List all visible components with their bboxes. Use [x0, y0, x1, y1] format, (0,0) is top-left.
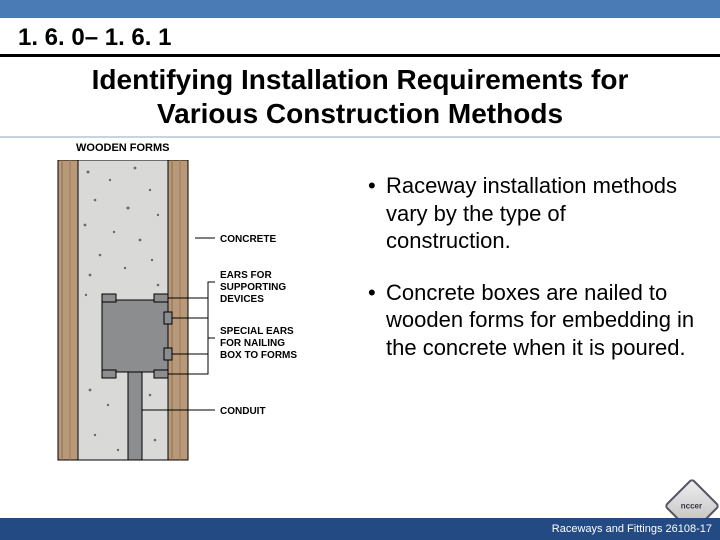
bullet-item: •Raceway installation methods vary by th…	[368, 172, 696, 255]
section-number: 1. 6. 0– 1. 6. 1	[0, 18, 720, 54]
title-line-1: Identifying Installation Requirements fo…	[92, 64, 629, 95]
label-special-2: FOR NAILING	[220, 338, 285, 349]
label-conduit: CONDUIT	[220, 406, 266, 417]
label-concrete: CONCRETE	[220, 234, 276, 245]
label-ears-3: DEVICES	[220, 294, 264, 305]
footer-text: Raceways and Fittings 26108-17	[552, 523, 712, 535]
label-special-1: SPECIAL EARS	[220, 326, 294, 337]
bullet-item: •Concrete boxes are nailed to wooden for…	[368, 279, 696, 362]
bullet-text: Concrete boxes are nailed to wooden form…	[386, 279, 696, 362]
label-ears-1: EARS FOR	[220, 270, 272, 281]
title-line-2: Various Construction Methods	[157, 98, 563, 129]
figure-column: WOODEN FORMS	[40, 142, 350, 470]
bullet-dot-icon: •	[368, 172, 386, 255]
label-special-3: BOX TO FORMS	[220, 350, 297, 361]
header-accent-bar	[0, 0, 720, 18]
label-ears-2: SUPPORTING	[220, 282, 286, 293]
figure-top-label: WOODEN FORMS	[76, 142, 350, 154]
logo-text: nccer	[681, 501, 702, 510]
bullet-list: •Raceway installation methods vary by th…	[350, 142, 696, 470]
slide-title: Identifying Installation Requirements fo…	[0, 57, 720, 134]
footer-bar: Raceways and Fittings 26108-17	[0, 518, 720, 540]
figure-diagram: CONCRETE EARS FOR SUPPORTING DEVICES SPE…	[40, 160, 350, 470]
content-area: WOODEN FORMS	[0, 138, 720, 470]
bullet-dot-icon: •	[368, 279, 386, 362]
bullet-text: Raceway installation methods vary by the…	[386, 172, 696, 255]
